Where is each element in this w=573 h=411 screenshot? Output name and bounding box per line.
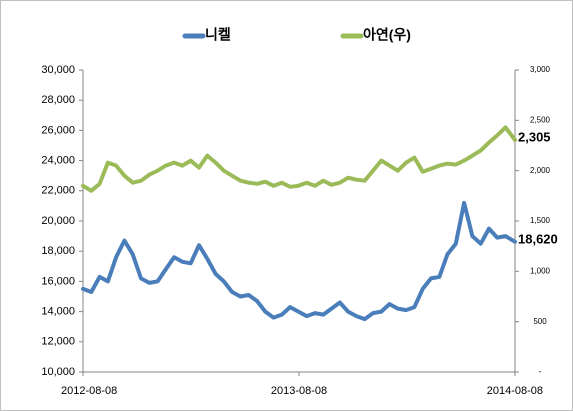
y-tick-label: 30,000	[41, 64, 75, 76]
y-tick-label: 16,000	[41, 275, 75, 287]
x-tick-label: 2014-08-08	[487, 385, 543, 397]
legend-label: 니켈	[205, 27, 231, 43]
y2-tick-label: 2,000	[530, 166, 551, 175]
series-line	[81, 200, 517, 322]
y2-tick-label: 1,500	[530, 216, 551, 225]
y-tick-label: 24,000	[41, 155, 75, 167]
series-line	[81, 125, 517, 193]
y2-tick-label: 500	[533, 317, 547, 326]
y2-tick-label: 1,000	[530, 266, 551, 275]
y-tick-label: 22,000	[41, 185, 75, 197]
y2-tick-label: -	[539, 367, 542, 376]
y-tick-label: 10,000	[41, 366, 75, 378]
legend-label: 아연(우)	[363, 27, 411, 43]
y2-tick-label: 2,500	[530, 115, 551, 124]
data-label: 18,620	[518, 231, 558, 246]
x-tick-label: 2012-08-08	[61, 385, 117, 397]
y-tick-label: 12,000	[41, 336, 75, 348]
y-tick-label: 20,000	[41, 215, 75, 227]
data-label: 2,305	[518, 129, 551, 144]
y-tick-label: 26,000	[41, 124, 75, 136]
y-tick-label: 18,000	[41, 245, 75, 257]
x-tick-label: 2013-08-08	[271, 385, 327, 397]
y2-tick-label: 3,000	[530, 65, 551, 74]
y-tick-label: 28,000	[41, 94, 75, 106]
y-tick-label: 14,000	[41, 306, 75, 318]
